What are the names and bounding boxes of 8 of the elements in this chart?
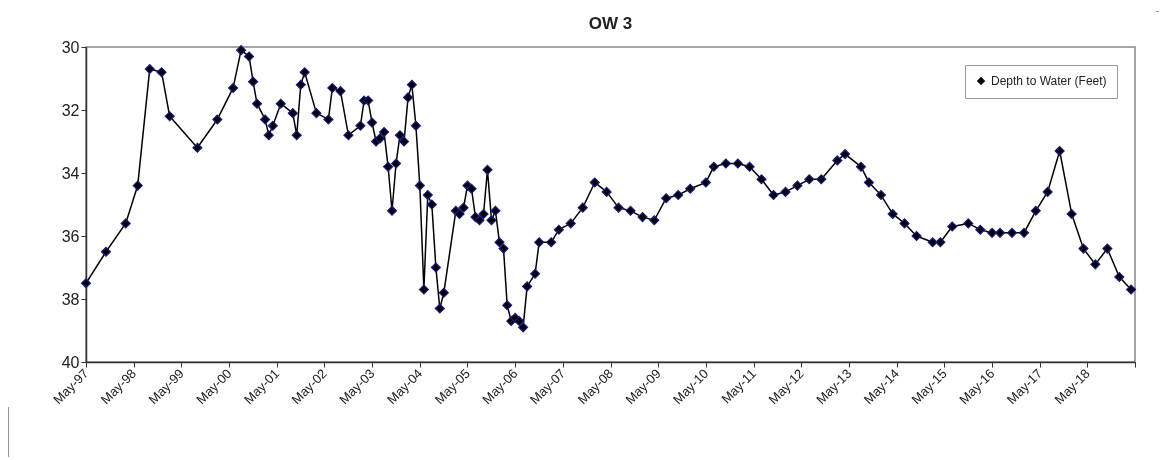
y-tick-label: 30 — [61, 38, 80, 56]
y-tick-label: 40 — [61, 353, 80, 371]
legend-label: Depth to Water (Feet) — [991, 74, 1107, 88]
y-tick-label: 32 — [61, 101, 80, 119]
y-tick-label: 36 — [61, 227, 80, 245]
chart-title: OW 3 — [588, 14, 633, 33]
y-tick-label: 34 — [61, 164, 80, 182]
y-tick-label: 38 — [61, 290, 80, 308]
